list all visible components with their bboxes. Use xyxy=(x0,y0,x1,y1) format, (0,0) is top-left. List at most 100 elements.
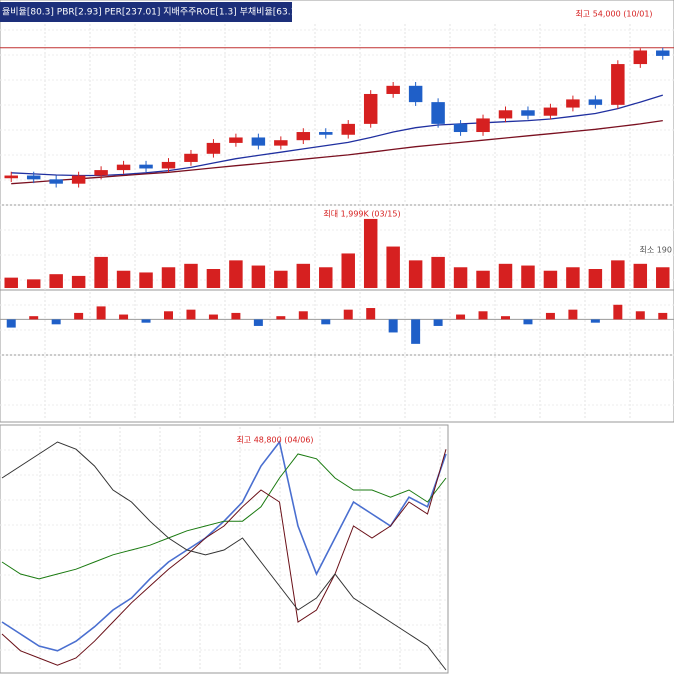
osc-bar xyxy=(96,306,106,320)
candle-body xyxy=(139,164,153,169)
volume-bar xyxy=(49,274,63,288)
volume-bar xyxy=(633,263,648,288)
ma-line xyxy=(11,94,663,177)
volume-bar xyxy=(453,267,468,288)
volume-bar xyxy=(566,267,580,288)
candle-body xyxy=(296,132,311,141)
candle-body xyxy=(229,137,243,143)
osc-bar xyxy=(164,311,173,320)
candle-body xyxy=(94,170,108,176)
osc-bar xyxy=(545,312,555,320)
volume-bar xyxy=(611,260,625,288)
candle-body xyxy=(543,107,558,116)
ma-line xyxy=(11,119,663,185)
candle-body xyxy=(274,140,288,146)
volume-bar xyxy=(386,246,400,288)
osc-bar xyxy=(208,314,218,320)
osc-bar xyxy=(29,316,39,320)
osc-bar xyxy=(51,319,61,325)
volume-bar xyxy=(296,263,311,288)
volume-bar xyxy=(498,263,513,288)
osc-bar xyxy=(119,314,129,320)
volume-bar xyxy=(94,256,108,288)
candle-body xyxy=(633,50,648,65)
osc-bar xyxy=(411,319,421,344)
candle-body xyxy=(611,64,625,105)
osc-bar xyxy=(186,309,196,320)
osc-bar xyxy=(343,309,353,320)
volume-bar xyxy=(431,256,445,288)
osc-bar xyxy=(74,312,84,320)
volume-bar xyxy=(161,267,176,288)
series-line xyxy=(1,441,447,671)
candle-body xyxy=(521,110,535,116)
volume-bar xyxy=(26,279,41,288)
volume-bar xyxy=(476,270,490,288)
candle-body xyxy=(251,137,266,146)
osc-bar xyxy=(231,312,241,320)
top-frame xyxy=(0,0,674,423)
candle-body xyxy=(566,99,580,108)
volume-bar xyxy=(251,265,266,288)
candle-body xyxy=(363,93,378,124)
candle-body xyxy=(116,164,131,171)
osc-bar xyxy=(613,304,623,320)
volume-bar xyxy=(341,253,355,288)
volume-bar xyxy=(206,269,221,288)
candle-body xyxy=(656,50,670,56)
annotation: 최소 190 xyxy=(639,245,672,255)
candle-body xyxy=(71,175,86,184)
osc-bar xyxy=(388,319,398,333)
header-box xyxy=(0,2,292,22)
volume-bar xyxy=(656,267,670,288)
candle-body xyxy=(184,153,198,162)
bottom-frame xyxy=(0,424,449,674)
volume-bar xyxy=(4,277,18,288)
candle-body xyxy=(319,132,333,135)
volume-bar xyxy=(543,270,558,288)
candle-body xyxy=(498,110,513,119)
header-text: 율비율[80.3] PBR[2.93] PER[237.01] 지배주주ROE[… xyxy=(2,7,358,18)
series-line xyxy=(1,449,447,666)
osc-bar xyxy=(456,314,466,320)
candle-body xyxy=(431,102,445,124)
osc-bar xyxy=(658,312,668,320)
osc-bar xyxy=(433,319,443,326)
osc-bar xyxy=(141,319,151,323)
annotation: 최고 48,800 (04/06) xyxy=(236,435,313,445)
candle-body xyxy=(26,175,41,180)
osc-bar xyxy=(568,309,578,320)
candle-body xyxy=(453,123,468,133)
osc-bar xyxy=(523,319,533,325)
volume-bar xyxy=(363,218,378,288)
volume-bar xyxy=(274,270,288,288)
volume-bar xyxy=(184,263,198,288)
volume-bar xyxy=(116,270,131,288)
annotation: 최대 1,999K (03/15) xyxy=(323,209,400,219)
candle-body xyxy=(476,118,490,133)
osc-bar xyxy=(478,311,488,320)
candle-body xyxy=(386,85,400,94)
candle-body xyxy=(341,123,355,135)
volume-bar xyxy=(139,272,153,288)
osc-bar xyxy=(253,319,263,326)
candle-body xyxy=(161,161,176,169)
candle-body xyxy=(408,85,423,103)
osc-bar xyxy=(366,308,376,320)
volume-bar xyxy=(408,260,423,288)
candle-body xyxy=(206,142,221,154)
candle-body xyxy=(4,175,18,179)
volume-bar xyxy=(588,269,603,288)
osc-bar xyxy=(276,316,286,320)
osc-bar xyxy=(321,319,331,325)
volume-bar xyxy=(229,260,243,288)
volume-bar xyxy=(319,267,333,288)
osc-bar xyxy=(501,316,510,320)
candle-body xyxy=(49,179,63,184)
candle-body xyxy=(588,99,603,105)
osc-bar xyxy=(298,311,308,320)
annotation: 최고 54,000 (10/01) xyxy=(575,8,652,18)
volume-bar xyxy=(71,275,86,288)
osc-bar xyxy=(6,319,16,328)
